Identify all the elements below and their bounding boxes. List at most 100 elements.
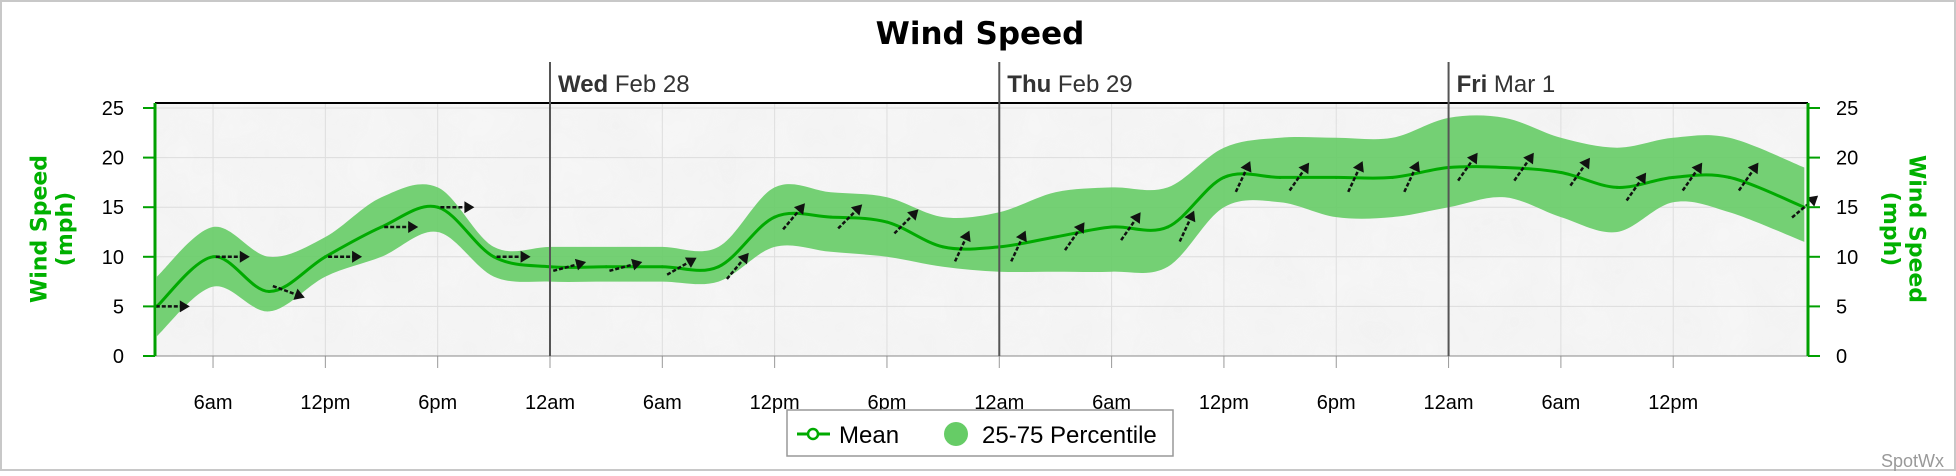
mean-point [660,265,664,269]
mean-point [941,245,945,249]
wind-arrow [155,300,190,313]
wind-arrow-head [1240,161,1252,173]
legend-mean-marker [806,427,820,441]
wind-arrow-head [1073,222,1085,234]
percentile-band-layer [156,115,1805,337]
x-tick-label: 6pm [1317,392,1356,414]
wind-arrow-head [737,252,749,265]
wind-arrow-head [239,250,250,263]
day-date: Feb 28 [608,71,689,98]
wind-arrow [1010,230,1027,262]
y-tick-label-right: 20 [1836,148,1858,170]
wind-arrow [1120,212,1141,241]
wind-arrow [782,203,805,231]
wind-arrow-shaft [1234,165,1249,193]
wind-arrow-head [631,258,643,271]
wind-arrow-head [1129,212,1141,224]
legend: Mean 25-75 Percentile [786,409,1174,457]
wind-arrow-shaft [837,207,859,230]
mean-point [885,220,889,224]
wind-arrow [215,250,250,263]
wind-arrow-head [1466,152,1478,165]
wind-arrow-head [179,300,190,313]
wind-arrow-shaft [1010,235,1025,262]
wind-arrow-head [907,209,919,221]
wind-arrow-shaft [1737,166,1757,192]
wind-arrow-shaft [1457,156,1476,182]
x-tick-label: 12am [525,392,575,414]
y-tick-label-left: 10 [102,247,124,269]
mean-point [1390,175,1394,179]
wind-arrow-head [1691,162,1703,175]
wind-arrow-head [1409,161,1420,173]
wind-arrow-shaft [893,212,916,235]
y-tick-label-right: 25 [1836,98,1858,120]
legend-band-label: 25-75 Percentile [982,422,1157,449]
wind-arrow-shaft [1513,156,1532,182]
wind-arrow-shaft [1625,176,1644,202]
y-tick-label-left: 0 [113,346,124,368]
legend-band-marker [944,422,968,446]
y-axis-title-left: Wind Speed(mph) [28,155,78,303]
wind-arrow-head [793,203,805,215]
y-tick-label-left: 5 [113,296,124,318]
wind-arrow [384,221,419,233]
wind-arrow-head [1523,152,1534,165]
wind-arrow [1569,157,1590,187]
axis-title-line: (mph) [53,192,78,266]
day-label: Thu Feb 29 [1007,71,1132,98]
mean-point [604,265,608,269]
legend-mean-label: Mean [839,422,899,449]
wind-arrow-shaft [1347,165,1362,193]
wind-arrow-head [1015,230,1027,243]
mean-point [492,255,496,259]
wind-arrow-head [408,221,419,233]
y-tick-label-right: 15 [1836,197,1858,219]
wind-arrow-shaft [609,262,637,273]
mean-line-layer [155,165,1806,308]
wind-arrow [328,250,363,263]
x-tick-label: 12am [1424,392,1474,414]
wind-arrow-shaft [725,256,746,280]
wind-arrow [1625,172,1647,202]
wind-arrow [893,209,919,235]
wind-arrow [1347,161,1364,193]
y-tick-label-left: 20 [102,148,124,170]
x-tick-label: 12pm [300,392,350,414]
axes: 0 0 5 5 10 10 15 15 20 20 25 25 6am 12pm 6pm 12am 6am 12p… [102,62,1858,414]
wind-arrow-head [574,258,587,271]
y-tick-label-left: 15 [102,197,124,219]
wind-arrow-shaft [1178,215,1193,243]
wind-arrow-head [464,201,475,214]
mean-point [267,290,271,294]
wind-arrow [1737,162,1759,192]
wind-arrow-head [1635,172,1647,185]
wind-arrow-shaft [666,259,693,276]
y-tick-label-left: 25 [102,98,124,120]
wind-arrows-layer [155,152,1819,313]
wind-arrow-shaft [782,207,803,231]
x-tick-label: 6am [1541,392,1580,414]
day-date: Mar 1 [1487,71,1555,98]
mean-point [1110,225,1114,229]
wind-arrow-head [293,288,305,300]
wind-arrow-head [1352,161,1364,173]
wind-arrow [1234,161,1252,193]
wind-arrow [1513,152,1534,182]
mean-point [436,205,440,209]
mean-point [323,255,327,259]
wind-arrow-shaft [552,262,581,273]
wind-arrow [1178,210,1196,243]
wind-arrow-head [1579,157,1590,170]
wind-arrow [1403,161,1420,193]
mean-point [1559,170,1563,174]
wind-arrow-shaft [1288,166,1307,192]
mean-point [1053,235,1057,239]
day-name: Fri [1457,71,1488,98]
y-tick-label-right: 0 [1836,346,1847,368]
wind-arrow-head [1184,210,1196,223]
wind-arrow [953,230,971,262]
wind-arrow-shaft [272,284,300,297]
